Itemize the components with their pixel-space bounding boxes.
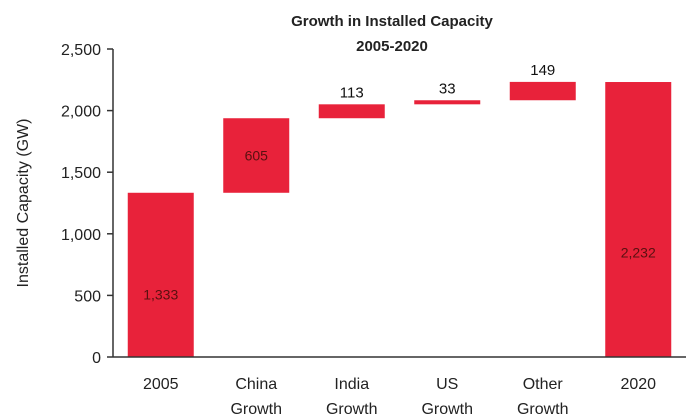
bars-group: 1,333 605 113 33 149 2,232	[127, 62, 672, 357]
x-tick-label: China	[235, 376, 277, 393]
chart-subtitle: 2005-2020	[356, 38, 428, 55]
data-label: 33	[439, 80, 456, 97]
x-tick-label: Growth	[230, 401, 282, 418]
x-tick-label: 2020	[620, 376, 656, 393]
bar-us-growth	[414, 100, 481, 105]
x-tick-label: Growth	[421, 401, 473, 418]
x-axis: 2005 China Growth India Growth US Growth Other G…	[113, 356, 686, 418]
data-label: 113	[340, 84, 364, 101]
y-tick-label: 2,000	[61, 104, 101, 121]
bar-2020	[605, 82, 672, 357]
y-tick-label: 500	[74, 288, 101, 305]
y-tick-label: 2,500	[61, 42, 101, 59]
bar-2005	[127, 192, 194, 357]
bar-china-growth	[223, 118, 290, 193]
chart-title: Growth in Installed Capacity	[291, 13, 493, 30]
y-axis-label: Installed Capacity (GW)	[15, 119, 32, 288]
y-tick-label: 0	[92, 350, 101, 367]
x-tick-label: Growth	[326, 401, 378, 418]
bar-india-growth	[318, 104, 385, 119]
data-label: 2,232	[621, 245, 656, 261]
data-label: 605	[245, 148, 269, 164]
x-tick-label: US	[436, 376, 458, 393]
x-tick-label: India	[334, 376, 369, 393]
y-axis: 0 500 1,000 1,500 2,000 2,500	[61, 42, 114, 367]
data-label: 149	[530, 62, 555, 79]
x-tick-label: Growth	[517, 401, 569, 418]
y-tick-label: 1,000	[61, 227, 101, 244]
x-tick-label: Other	[523, 376, 564, 393]
y-tick-label: 1,500	[61, 165, 101, 182]
bar-other-growth	[509, 81, 576, 101]
data-label: 1,333	[143, 287, 178, 303]
x-tick-label: 2005	[143, 376, 179, 393]
